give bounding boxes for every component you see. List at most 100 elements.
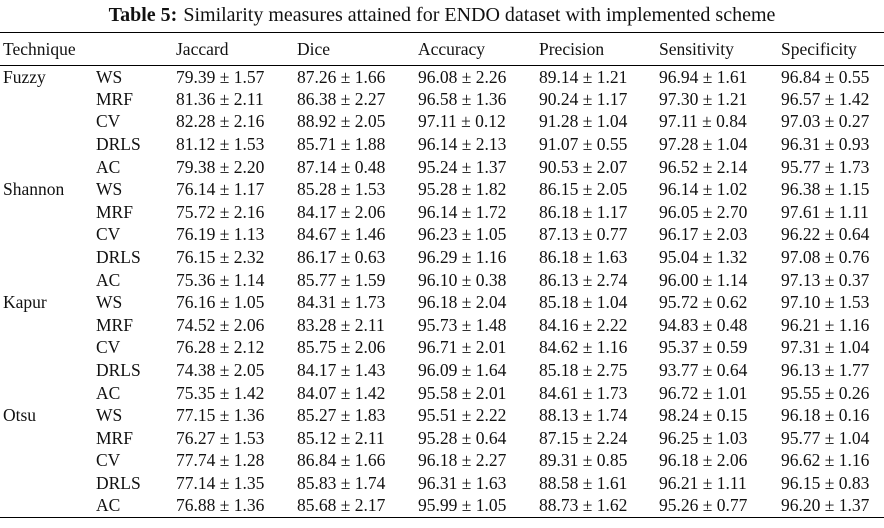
cell-technique: Otsu <box>3 405 37 426</box>
cell-technique <box>0 359 96 382</box>
cell-method: DRLS <box>96 472 141 493</box>
cell-precision: 86.15 ± 2.05 <box>539 179 628 200</box>
table-row: CV 76.28 ± 2.12 85.75 ± 2.06 96.71 ± 2.01 84… <box>0 337 884 360</box>
table-row: CV 77.74 ± 1.28 86.84 ± 1.66 96.18 ± 2.27 89… <box>0 450 884 473</box>
cell-dice: 88.92 ± 2.05 <box>297 111 386 132</box>
cell-dice: 84.67 ± 1.46 <box>297 224 386 245</box>
cell-specificity: 96.57 ± 1.42 <box>781 88 870 109</box>
cell-jaccard: 76.16 ± 1.05 <box>176 292 265 313</box>
cell-sensitivity: 96.05 ± 2.70 <box>659 201 748 222</box>
cell-dice: 84.17 ± 1.43 <box>297 360 386 381</box>
cell-specificity: 97.08 ± 0.76 <box>781 247 870 268</box>
header-dice: Dice <box>297 38 331 59</box>
cell-accuracy: 95.99 ± 1.05 <box>418 495 507 516</box>
table-row: DRLS 77.14 ± 1.35 85.83 ± 1.74 96.31 ± 1.63… <box>0 472 884 495</box>
cell-technique <box>0 472 96 495</box>
cell-dice: 84.17 ± 2.06 <box>297 201 386 222</box>
cell-sensitivity: 98.24 ± 0.15 <box>659 405 748 426</box>
cell-sensitivity: 95.04 ± 1.32 <box>659 247 748 268</box>
cell-technique <box>0 337 96 360</box>
cell-specificity: 97.31 ± 1.04 <box>781 337 870 358</box>
cell-sensitivity: 96.18 ± 2.06 <box>659 450 748 471</box>
header-technique: Technique <box>3 38 76 59</box>
cell-precision: 86.13 ± 2.74 <box>539 269 628 290</box>
cell-dice: 84.31 ± 1.73 <box>297 292 386 313</box>
cell-specificity: 96.38 ± 1.15 <box>781 179 870 200</box>
header-accuracy: Accuracy <box>418 38 486 59</box>
cell-jaccard: 82.28 ± 2.16 <box>176 111 265 132</box>
table-caption-label: Table 5: <box>108 3 178 26</box>
cell-sensitivity: 97.28 ± 1.04 <box>659 134 748 155</box>
cell-method: DRLS <box>96 360 141 381</box>
cell-dice: 87.26 ± 1.66 <box>297 66 386 87</box>
cell-method: AC <box>96 269 121 290</box>
cell-precision: 84.62 ± 1.16 <box>539 337 628 358</box>
cell-technique <box>0 201 96 224</box>
cell-precision: 91.28 ± 1.04 <box>539 111 628 132</box>
cell-technique <box>0 382 96 405</box>
cell-sensitivity: 97.30 ± 1.21 <box>659 88 748 109</box>
cell-sensitivity: 95.72 ± 0.62 <box>659 292 748 313</box>
cell-dice: 83.28 ± 2.11 <box>297 314 385 335</box>
cell-dice: 85.27 ± 1.83 <box>297 405 386 426</box>
cell-specificity: 97.61 ± 1.11 <box>781 201 869 222</box>
cell-method: AC <box>96 495 121 516</box>
table-row: Kapur WS 76.16 ± 1.05 84.31 ± 1.73 96.18 ± 2… <box>0 291 884 314</box>
cell-accuracy: 95.73 ± 1.48 <box>418 314 507 335</box>
cell-specificity: 96.62 ± 1.16 <box>781 450 870 471</box>
table-row: AC 75.36 ± 1.14 85.77 ± 1.59 96.10 ± 0.38 86… <box>0 269 884 292</box>
cell-specificity: 96.21 ± 1.16 <box>781 314 870 335</box>
table-row: MRF 74.52 ± 2.06 83.28 ± 2.11 95.73 ± 1.48 8… <box>0 314 884 337</box>
header-jaccard: Jaccard <box>176 38 229 59</box>
cell-jaccard: 77.15 ± 1.36 <box>176 405 265 426</box>
cell-accuracy: 96.08 ± 2.26 <box>418 66 507 87</box>
cell-dice: 85.28 ± 1.53 <box>297 179 386 200</box>
cell-jaccard: 77.14 ± 1.35 <box>176 472 265 493</box>
header-specificity: Specificity <box>781 38 857 59</box>
cell-specificity: 97.13 ± 0.37 <box>781 269 870 290</box>
cell-specificity: 96.20 ± 1.37 <box>781 495 870 516</box>
cell-jaccard: 76.27 ± 1.53 <box>176 427 265 448</box>
cell-sensitivity: 96.52 ± 2.14 <box>659 156 748 177</box>
cell-jaccard: 76.19 ± 1.13 <box>176 224 265 245</box>
cell-specificity: 96.13 ± 1.77 <box>781 360 870 381</box>
cell-jaccard: 76.28 ± 2.12 <box>176 337 265 358</box>
cell-precision: 88.73 ± 1.62 <box>539 495 628 516</box>
header-method <box>96 33 176 66</box>
cell-jaccard: 76.15 ± 2.32 <box>176 247 265 268</box>
table-row: AC 79.38 ± 2.20 87.14 ± 0.48 95.24 ± 1.37 90… <box>0 156 884 179</box>
cell-jaccard: 76.88 ± 1.36 <box>176 495 265 516</box>
cell-accuracy: 96.18 ± 2.04 <box>418 292 507 313</box>
cell-sensitivity: 93.77 ± 0.64 <box>659 360 748 381</box>
cell-accuracy: 96.58 ± 1.36 <box>418 88 507 109</box>
cell-sensitivity: 96.14 ± 1.02 <box>659 179 748 200</box>
cell-dice: 86.38 ± 2.27 <box>297 88 386 109</box>
cell-precision: 90.53 ± 2.07 <box>539 156 628 177</box>
cell-method: MRF <box>96 314 133 335</box>
cell-jaccard: 81.12 ± 1.53 <box>176 134 265 155</box>
cell-precision: 86.18 ± 1.63 <box>539 247 628 268</box>
cell-technique <box>0 427 96 450</box>
cell-accuracy: 96.14 ± 1.72 <box>418 201 507 222</box>
cell-accuracy: 96.71 ± 2.01 <box>418 337 507 358</box>
cell-specificity: 96.18 ± 0.16 <box>781 405 870 426</box>
cell-dice: 85.83 ± 1.74 <box>297 472 386 493</box>
table-row: MRF 75.72 ± 2.16 84.17 ± 2.06 96.14 ± 1.72 8… <box>0 201 884 224</box>
cell-sensitivity: 97.11 ± 0.84 <box>659 111 747 132</box>
cell-method: MRF <box>96 201 133 222</box>
cell-jaccard: 75.36 ± 1.14 <box>176 269 265 290</box>
cell-jaccard: 79.38 ± 2.20 <box>176 156 265 177</box>
cell-method: CV <box>96 450 121 471</box>
cell-method: DRLS <box>96 134 141 155</box>
cell-accuracy: 97.11 ± 0.12 <box>418 111 506 132</box>
table-body: Fuzzy WS 79.39 ± 1.57 87.26 ± 1.66 96.08 ± 2… <box>0 66 884 518</box>
cell-specificity: 96.31 ± 0.93 <box>781 134 870 155</box>
cell-dice: 87.14 ± 0.48 <box>297 156 386 177</box>
cell-method: WS <box>96 405 123 426</box>
cell-accuracy: 95.28 ± 1.82 <box>418 179 507 200</box>
cell-dice: 85.12 ± 2.11 <box>297 427 385 448</box>
cell-precision: 87.15 ± 2.24 <box>539 427 628 448</box>
cell-jaccard: 75.72 ± 2.16 <box>176 201 265 222</box>
cell-sensitivity: 96.17 ± 2.03 <box>659 224 748 245</box>
cell-jaccard: 77.74 ± 1.28 <box>176 450 265 471</box>
